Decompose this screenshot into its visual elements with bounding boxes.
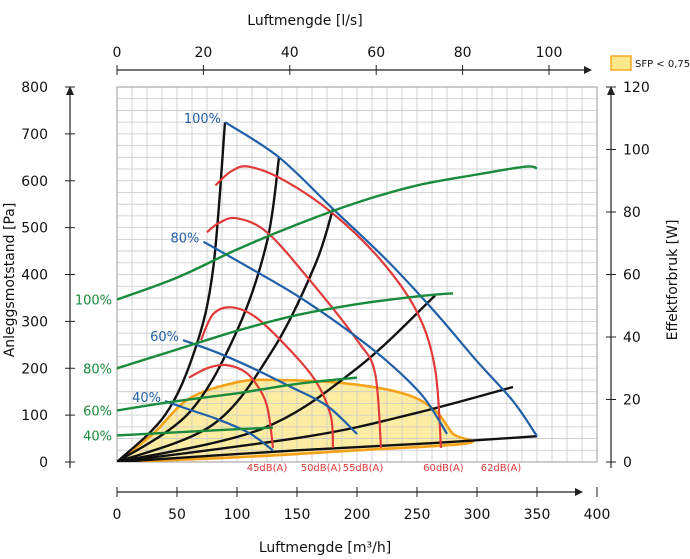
system-curve: [117, 435, 538, 462]
right-axis-tick-label: 60: [623, 268, 641, 284]
top-axis-tick-label: 60: [367, 45, 385, 61]
right-axis-arrow: [607, 86, 615, 95]
power-curve-label: 60%: [83, 404, 112, 419]
power-curve: [117, 165, 538, 301]
left-axis-tick-label: 100: [21, 408, 48, 424]
fan-curve-label: 60%: [150, 330, 179, 345]
fan-curve: [224, 121, 538, 437]
top-axis-tick-label: 100: [536, 45, 563, 61]
bottom-axis-tick-label: 50: [168, 507, 186, 523]
sfp-region: [117, 379, 473, 462]
left-axis-tick-label: 600: [21, 174, 48, 190]
right-axis-tick-label: 120: [623, 80, 650, 96]
sound-curve-label: 45dB(A): [247, 463, 288, 474]
sound-curve: [214, 165, 443, 448]
bottom-axis-tick-label: 400: [584, 507, 611, 523]
sound-curve-label: 50dB(A): [301, 463, 342, 474]
sound-curve: [206, 216, 383, 448]
bottom-axis-tick-label: 200: [344, 507, 371, 523]
bottom-axis-tick-label: 300: [464, 507, 491, 523]
bottom-axis-tick-label: 250: [404, 507, 431, 523]
power-curve-label: 40%: [83, 429, 112, 444]
power-curve: [117, 292, 454, 370]
system-curve: [117, 122, 227, 462]
sound-curve: [188, 363, 275, 449]
power-curve: [117, 376, 358, 412]
sound-curve-label: 55dB(A): [343, 463, 384, 474]
right-axis-tick-label: 80: [623, 205, 641, 221]
legend-label: SFP < 0,75: [635, 59, 690, 70]
left-axis-tick-label: 800: [21, 80, 48, 96]
left-axis-tick-label: 700: [21, 127, 48, 143]
fan-curve: [202, 240, 448, 435]
top-axis-tick-label: 20: [194, 45, 212, 61]
system-curve: [117, 385, 514, 462]
fan-curve: [182, 339, 358, 435]
left-axis-tick-label: 500: [21, 221, 48, 237]
left-axis-tick-label: 400: [21, 268, 48, 284]
system-curve: [117, 208, 335, 462]
bottom-axis-tick-label: 100: [224, 507, 251, 523]
top-axis-tick-label: 40: [281, 45, 299, 61]
bottom-axis-tick-label: 0: [113, 507, 122, 523]
system-curve: [117, 294, 436, 462]
bottom-axis-tick-label: 350: [524, 507, 551, 523]
plot-frame: [116, 86, 598, 463]
bottom-axis-title: Luftmengde [m³/h]: [259, 540, 391, 556]
fan-curve: [164, 400, 274, 452]
bottom-axis-tick-label: 150: [284, 507, 311, 523]
left-axis-title: Anleggsmotstand [Pa]: [2, 203, 18, 358]
top-axis-arrow: [584, 66, 592, 74]
left-axis-tick-label: 200: [21, 361, 48, 377]
top-axis-tick-label: 80: [454, 45, 472, 61]
left-axis-tick-label: 300: [21, 314, 48, 330]
power-curve-label: 100%: [75, 294, 112, 309]
sfp-region-border: [117, 378, 474, 462]
sound-curve-label: 62dB(A): [481, 463, 522, 474]
right-axis-tick-label: 40: [623, 330, 641, 346]
sound-curve-label: 60dB(A): [423, 463, 464, 474]
legend-swatch: [610, 55, 632, 71]
left-axis-arrow: [66, 86, 74, 95]
bottom-axis-arrow: [575, 488, 583, 496]
fan-curve-label: 100%: [184, 112, 221, 127]
right-axis-tick-label: 100: [623, 143, 650, 159]
power-curve-label: 80%: [83, 362, 112, 377]
right-axis-tick-label: 20: [623, 393, 641, 409]
top-axis-title: Luftmengde [l/s]: [247, 13, 362, 29]
right-axis-title: Effektforbruk [W]: [665, 220, 681, 341]
top-axis-tick-label: 0: [113, 45, 122, 61]
fan-curve-label: 80%: [170, 232, 199, 247]
left-axis-tick-label: 0: [39, 455, 48, 471]
right-axis-tick-label: 0: [623, 455, 632, 471]
sound-curve: [199, 306, 335, 448]
fan-curve-label: 40%: [132, 391, 161, 406]
power-curve: [117, 426, 274, 437]
